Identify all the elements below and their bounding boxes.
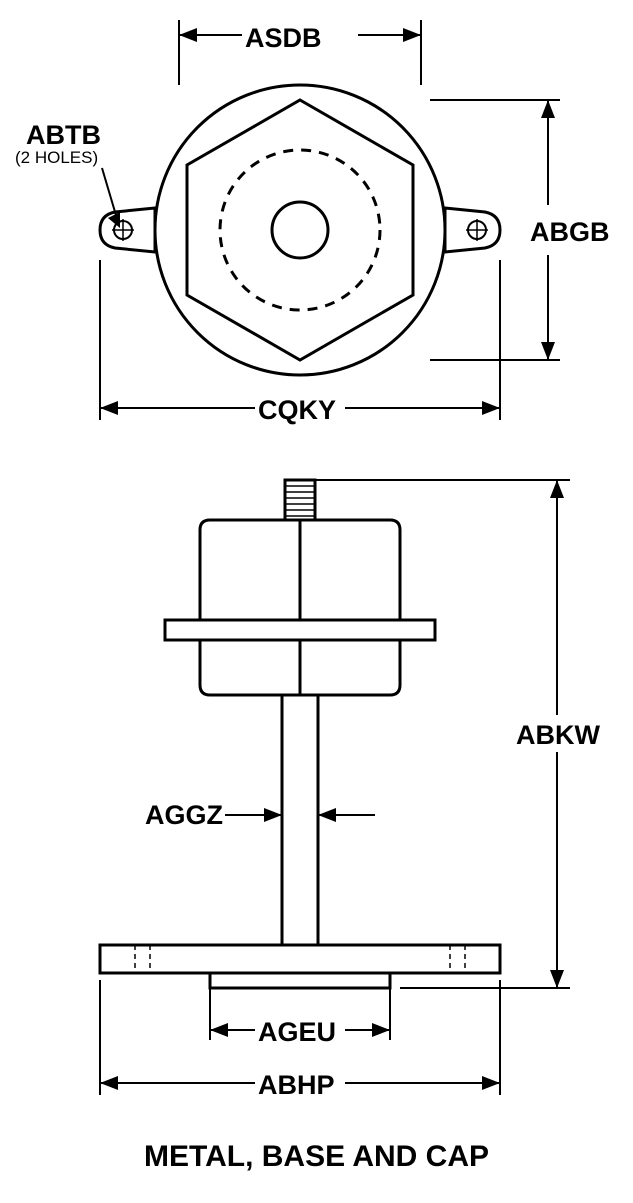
shaft bbox=[282, 695, 318, 945]
abkw-label: ABKW bbox=[516, 720, 600, 751]
center-hole bbox=[272, 202, 328, 258]
abgb-label: ABGB bbox=[530, 217, 610, 248]
asdb-label: ASDB bbox=[245, 23, 322, 54]
abtb-label: ABTB bbox=[26, 120, 101, 151]
abhp-label: ABHP bbox=[258, 1070, 335, 1101]
cqky-label: CQKY bbox=[258, 395, 336, 426]
abtb-note: (2 HOLES) bbox=[15, 148, 98, 168]
ageu-label: AGEU bbox=[258, 1017, 336, 1048]
aggz-label: AGGZ bbox=[145, 800, 223, 831]
base-inset bbox=[210, 973, 390, 988]
diagram-title: METAL, BASE AND CAP bbox=[0, 1140, 633, 1174]
base-plate bbox=[100, 945, 500, 973]
flange bbox=[165, 620, 435, 640]
